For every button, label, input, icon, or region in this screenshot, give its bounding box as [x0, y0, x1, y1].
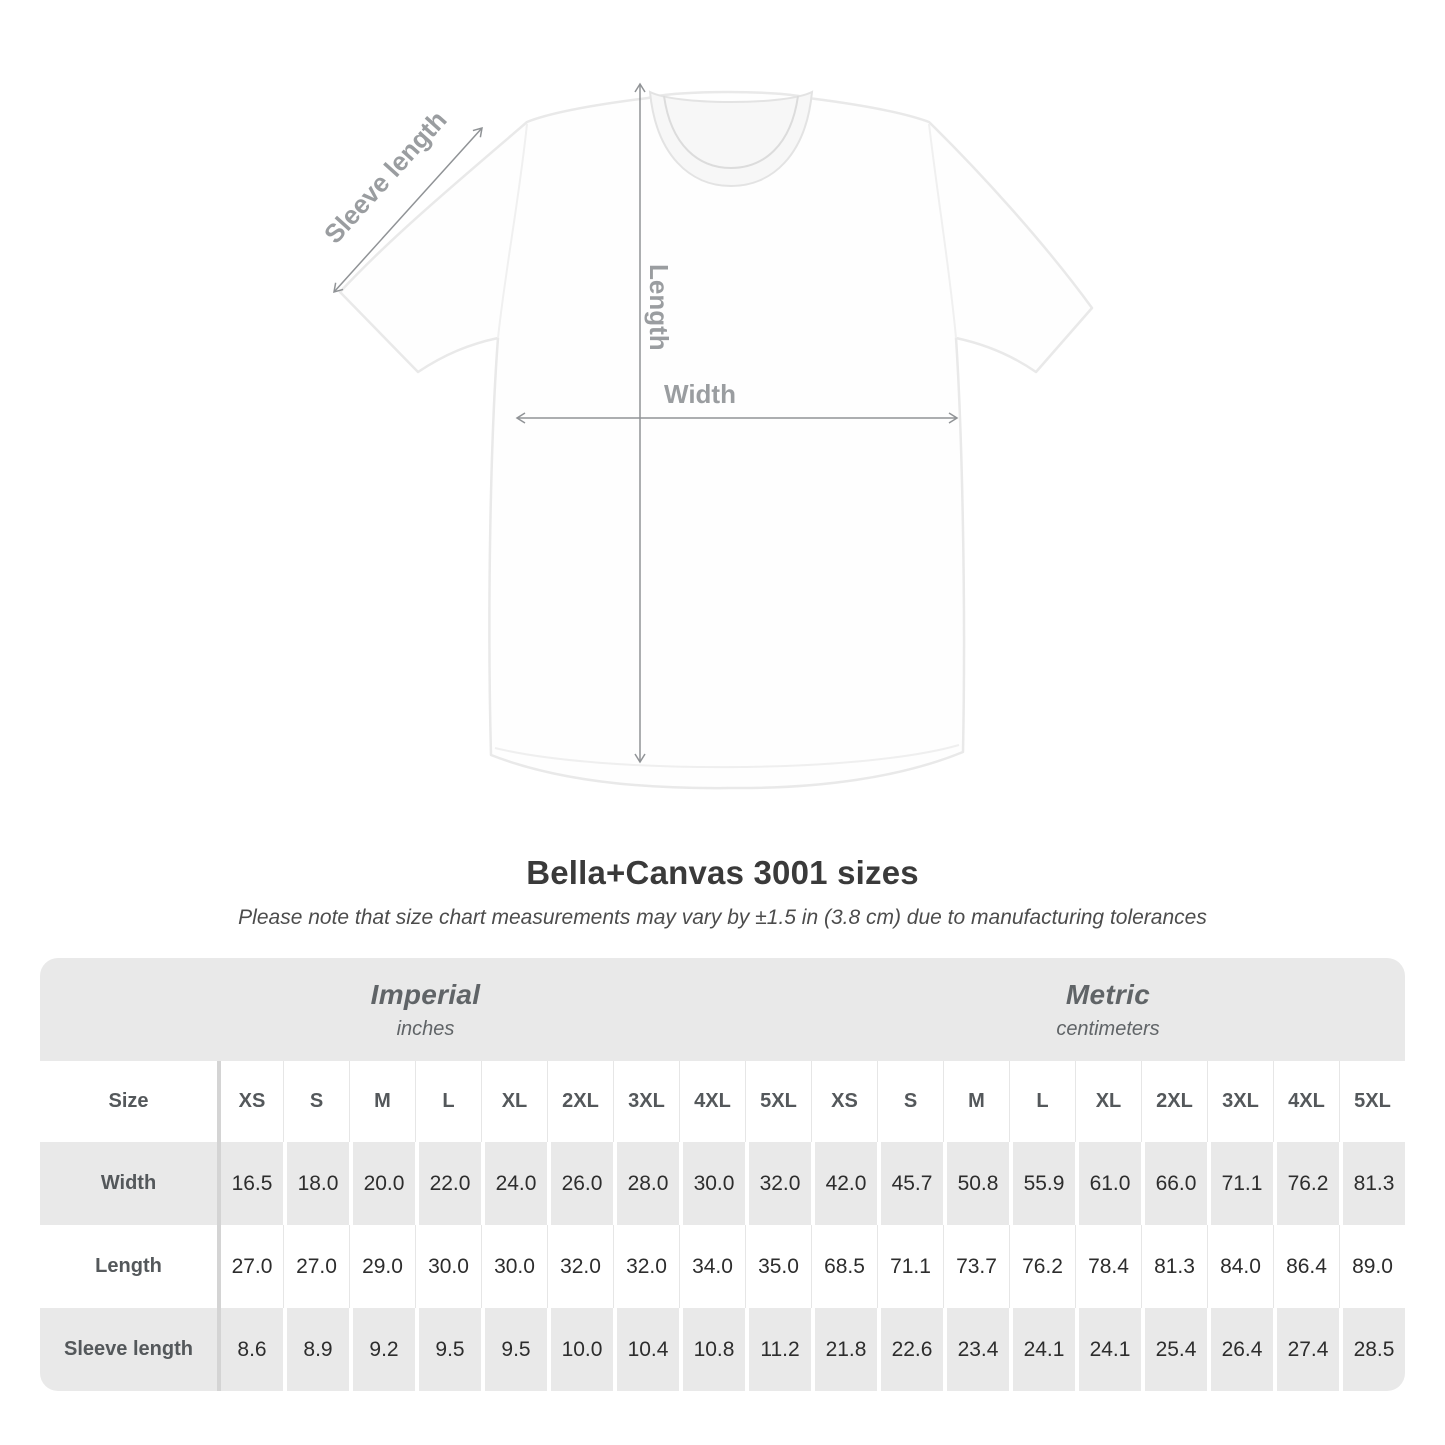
- size-header-cell: XL: [481, 1061, 547, 1142]
- value-cell: 76.2: [1009, 1225, 1075, 1308]
- value-cell: 32.0: [547, 1225, 613, 1308]
- value-cell: 9.5: [481, 1308, 547, 1391]
- value-cell: 73.7: [943, 1225, 1009, 1308]
- sleeve-length-arrow: [333, 126, 483, 294]
- size-header-cell: XL: [1075, 1061, 1141, 1142]
- unit-header-row: Imperial inches Metric centimeters: [40, 958, 1405, 1061]
- value-cell: 29.0: [349, 1225, 415, 1308]
- value-cell: 23.4: [943, 1308, 1009, 1391]
- value-cell: 32.0: [613, 1225, 679, 1308]
- size-table: Imperial inches Metric centimeters Size …: [40, 958, 1405, 1391]
- size-header-cell: L: [415, 1061, 481, 1142]
- value-cell: 10.0: [547, 1308, 613, 1391]
- value-cell: 81.3: [1141, 1225, 1207, 1308]
- value-cell: 78.4: [1075, 1225, 1141, 1308]
- width-label: Width: [664, 379, 736, 409]
- value-cell: 45.7: [877, 1142, 943, 1225]
- value-cell: 66.0: [1141, 1142, 1207, 1225]
- value-cell: 25.4: [1141, 1308, 1207, 1391]
- value-cell: 8.6: [217, 1308, 283, 1391]
- value-cell: 28.5: [1339, 1308, 1405, 1391]
- value-cell: 24.1: [1075, 1308, 1141, 1391]
- size-header-cell: 5XL: [1339, 1061, 1405, 1142]
- size-header-cell: M: [943, 1061, 1009, 1142]
- value-cell: 9.2: [349, 1308, 415, 1391]
- value-cell: 11.2: [745, 1308, 811, 1391]
- size-header-cell: XS: [217, 1061, 283, 1142]
- value-cell: 30.0: [415, 1225, 481, 1308]
- value-cell: 10.8: [679, 1308, 745, 1391]
- size-column-header: Size: [108, 1090, 149, 1112]
- value-cell: 42.0: [811, 1142, 877, 1225]
- value-cell: 50.8: [943, 1142, 1009, 1225]
- unit-header-metric: Metric centimeters: [811, 958, 1405, 1061]
- value-cell: 55.9: [1009, 1142, 1075, 1225]
- size-header-cell: 2XL: [547, 1061, 613, 1142]
- value-cell: 32.0: [745, 1142, 811, 1225]
- tshirt-measurement-diagram: Sleeve length Length Width: [318, 82, 1094, 790]
- size-header-cell: 2XL: [1141, 1061, 1207, 1142]
- size-header-cell: 3XL: [613, 1061, 679, 1142]
- value-cell: 18.0: [283, 1142, 349, 1225]
- tolerance-note: Please note that size chart measurements…: [238, 906, 1207, 929]
- value-cell: 10.4: [613, 1308, 679, 1391]
- value-cell: 28.0: [613, 1142, 679, 1225]
- value-cell: 61.0: [1075, 1142, 1141, 1225]
- metric-unit-label: centimeters: [1056, 1017, 1160, 1040]
- size-header-cell: 4XL: [679, 1061, 745, 1142]
- size-header-row: Size XS S M L XL 2XL 3XL 4XL 5XL XS S M …: [40, 1061, 1405, 1142]
- row-label-sleeve-length: Sleeve length: [40, 1308, 217, 1391]
- value-cell: 26.4: [1207, 1308, 1273, 1391]
- length-label: Length: [644, 264, 674, 351]
- value-cell: 84.0: [1207, 1225, 1273, 1308]
- size-chart-title: Bella+Canvas 3001 sizes: [526, 854, 919, 891]
- imperial-unit-label: inches: [396, 1017, 455, 1040]
- value-cell: 22.0: [415, 1142, 481, 1225]
- width-row: Width 16.5 18.0 20.0 22.0 24.0 26.0 28.0…: [40, 1142, 1405, 1225]
- size-header-cell: S: [877, 1061, 943, 1142]
- value-cell: 24.0: [481, 1142, 547, 1225]
- value-cell: 26.0: [547, 1142, 613, 1225]
- row-label-width: Width: [40, 1142, 217, 1225]
- value-cell: 30.0: [679, 1142, 745, 1225]
- value-cell: 86.4: [1273, 1225, 1339, 1308]
- value-cell: 35.0: [745, 1225, 811, 1308]
- length-row: Length 27.0 27.0 29.0 30.0 30.0 32.0 32.…: [40, 1225, 1405, 1308]
- size-header-cell: S: [283, 1061, 349, 1142]
- value-cell: 22.6: [877, 1308, 943, 1391]
- value-cell: 30.0: [481, 1225, 547, 1308]
- value-cell: 20.0: [349, 1142, 415, 1225]
- value-cell: 71.1: [1207, 1142, 1273, 1225]
- value-cell: 71.1: [877, 1225, 943, 1308]
- size-header-cell: L: [1009, 1061, 1075, 1142]
- metric-label: Metric: [1065, 978, 1151, 1010]
- tshirt-illustration: [338, 90, 1094, 790]
- value-cell: 27.0: [217, 1225, 283, 1308]
- size-header-cell: 4XL: [1273, 1061, 1339, 1142]
- size-header-cell: 5XL: [745, 1061, 811, 1142]
- size-header-cell: M: [349, 1061, 415, 1142]
- size-header-cell: XS: [811, 1061, 877, 1142]
- value-cell: 34.0: [679, 1225, 745, 1308]
- value-cell: 21.8: [811, 1308, 877, 1391]
- value-cell: 68.5: [811, 1225, 877, 1308]
- row-label-length: Length: [95, 1255, 162, 1277]
- size-header-cell: 3XL: [1207, 1061, 1273, 1142]
- measurement-annotations: [333, 82, 959, 764]
- value-cell: 81.3: [1339, 1142, 1405, 1225]
- imperial-label: Imperial: [370, 978, 481, 1010]
- value-cell: 27.4: [1273, 1308, 1339, 1391]
- unit-header-imperial: Imperial inches: [40, 958, 811, 1061]
- value-cell: 24.1: [1009, 1308, 1075, 1391]
- value-cell: 89.0: [1339, 1225, 1405, 1308]
- value-cell: 8.9: [283, 1308, 349, 1391]
- value-cell: 76.2: [1273, 1142, 1339, 1225]
- value-cell: 27.0: [283, 1225, 349, 1308]
- sleeve-length-row: Sleeve length 8.6 8.9 9.2 9.5 9.5 10.0 1…: [40, 1308, 1405, 1391]
- value-cell: 16.5: [217, 1142, 283, 1225]
- value-cell: 9.5: [415, 1308, 481, 1391]
